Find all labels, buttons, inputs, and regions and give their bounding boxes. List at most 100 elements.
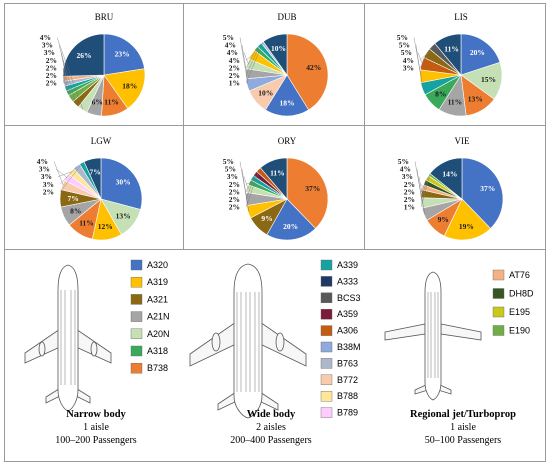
pie-slice-label: 2% — [229, 187, 240, 196]
legend-swatch — [320, 259, 333, 271]
pie-slice-label: 2% — [46, 63, 57, 72]
pie-slice-label: 4% — [227, 48, 238, 57]
pie-slice — [83, 157, 102, 200]
legend-label: A339 — [337, 260, 358, 270]
pie-slice-label: 2% — [229, 71, 240, 80]
pie-slice-label: 2% — [46, 71, 57, 80]
pie-slice-label: 13% — [116, 212, 131, 221]
pie-slice-label: 2% — [46, 79, 57, 88]
legend-label: B38M — [337, 342, 361, 352]
legend-label: DH8D — [509, 289, 534, 299]
pie-slice-label: 3% — [43, 180, 54, 189]
pie-slice — [286, 157, 329, 229]
pie-slice-label: 7% — [67, 194, 78, 203]
leader-line — [419, 53, 428, 61]
pie-slice-label: 1% — [229, 79, 240, 88]
pie-slice — [286, 33, 329, 111]
pie-slice — [100, 157, 143, 210]
caption-title-narrow: Narrow body — [66, 409, 126, 420]
legend-label: B788 — [337, 391, 358, 401]
pie-slice-label: 23% — [115, 49, 130, 58]
pie-slice-label: 2% — [229, 180, 240, 189]
outer-border — [4, 3, 546, 462]
panel-title-ory: ORY — [278, 136, 297, 146]
pie-slice — [103, 68, 146, 109]
pie-chart-lis: 20%15%13%11%8%11%5%5%5%4%3% — [397, 33, 503, 117]
pie-slice-label: 2% — [404, 187, 415, 196]
pie-slice — [443, 198, 491, 241]
pie-slice-label: 13% — [468, 95, 483, 104]
leader-line — [245, 48, 257, 68]
right-engine — [275, 332, 285, 352]
leader-line — [417, 52, 423, 64]
wide-body-airplane-icon — [189, 263, 307, 419]
leader-line — [56, 37, 83, 110]
pie-slice-label: 2% — [229, 195, 240, 204]
pie-slice-label: 2% — [404, 195, 415, 204]
leader-line — [243, 52, 249, 65]
legend-swatch — [320, 407, 333, 418]
leader-line — [419, 46, 433, 69]
pie-slice — [434, 33, 462, 76]
legend-label: E190 — [509, 326, 530, 336]
pie-slice — [461, 157, 504, 229]
pie-slice-label: 5% — [401, 48, 412, 57]
legend-label: E195 — [509, 307, 530, 317]
narrow-body-airplane-icon — [24, 264, 112, 412]
legend-swatch — [130, 363, 143, 374]
pie-slice — [460, 33, 501, 76]
fuselage — [57, 264, 79, 412]
pie-slice-label: 9% — [261, 214, 272, 223]
leader-line — [245, 170, 260, 208]
legend-swatch — [492, 306, 505, 318]
pie-slice-label: 5% — [223, 33, 234, 42]
legend-label: A333 — [337, 276, 358, 286]
legend-label: A20N — [147, 329, 170, 339]
legend-label: B763 — [337, 358, 358, 368]
panel-title-bru: BRU — [95, 12, 114, 22]
leader-line — [59, 163, 83, 193]
pie-slice-label: 11% — [79, 218, 94, 227]
pie-slice-label: 2% — [229, 203, 240, 212]
pie-slice-label: 3% — [403, 63, 414, 72]
legend-label: A318 — [147, 346, 168, 356]
caption-aisles-regional: 1 aisle — [450, 422, 476, 433]
pie-slice-label: 20% — [283, 222, 298, 231]
left-engine — [211, 332, 221, 352]
pie-slice-label: 2% — [46, 56, 57, 65]
caption-passengers-wide: 200–400 Passengers — [230, 435, 311, 446]
pie-slice-label: 11% — [104, 97, 119, 106]
leader-line — [245, 182, 251, 185]
pie-slice-label: 15% — [481, 75, 496, 84]
pie-slice-label: 2% — [43, 187, 54, 196]
pie-slice-label: 18% — [280, 98, 295, 107]
caption-title-regional: Regional jet/Turboprop — [410, 409, 516, 420]
left-engine — [38, 341, 46, 357]
pie-slice-label: 11% — [270, 168, 285, 177]
leader-line — [245, 42, 263, 84]
pie-slice-label: 3% — [227, 172, 238, 181]
pie-chart-bru: 23%18%11%6%26%4%3%3%2%2%2%2% — [40, 33, 146, 117]
leader-line — [60, 52, 72, 99]
pie-slice-label: 4% — [37, 157, 48, 166]
pie-slice-label: 5% — [398, 157, 409, 166]
caption-passengers-narrow: 100–200 Passengers — [55, 435, 136, 446]
pie-slice-label: 5% — [399, 41, 410, 50]
leader-line — [62, 78, 65, 84]
pie-slice-label: 30% — [116, 178, 131, 187]
fuselage — [233, 263, 263, 419]
seat-rows — [427, 292, 439, 378]
pie-chart-dub: 42%18%10%10%5%4%4%4%2%2%1% — [223, 33, 329, 117]
right-engine — [90, 341, 98, 357]
pie-slice-label: 26% — [77, 51, 92, 60]
pie-slice-label: 3% — [39, 165, 50, 174]
pie-slice-label: 1% — [404, 203, 415, 212]
pie-slice-label: 12% — [98, 222, 113, 231]
fuselage — [424, 271, 442, 401]
pie-slice-label: 8% — [435, 90, 446, 99]
pie-slice-label: 4% — [225, 41, 236, 50]
panel-title-vie: VIE — [455, 136, 470, 146]
pie-slice-label: 19% — [459, 222, 474, 231]
